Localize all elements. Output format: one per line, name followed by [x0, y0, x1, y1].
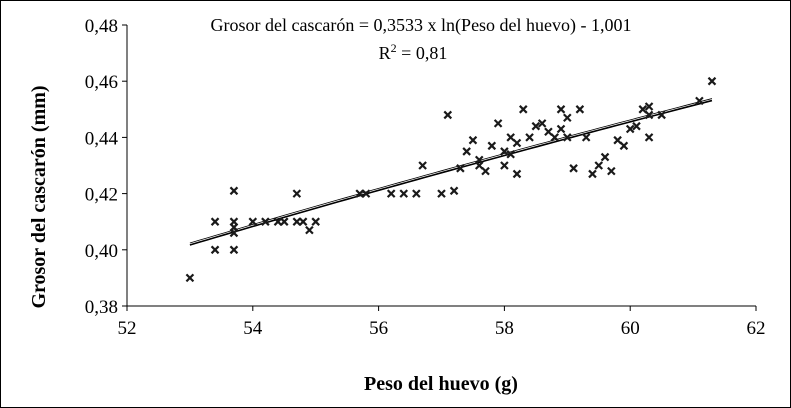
data-point: [512, 138, 522, 148]
data-point: [644, 133, 654, 142]
x-tick-label: 52: [118, 318, 137, 339]
x-axis-title: Peso del huevo (g): [364, 373, 518, 395]
data-point: [493, 119, 503, 128]
data-point: [248, 217, 258, 226]
data-point: [210, 217, 220, 226]
data-point: [537, 119, 547, 128]
data-point: [644, 102, 654, 111]
y-tick-label: 0,38: [85, 297, 118, 318]
data-point: [229, 186, 239, 196]
y-tick-label: 0,48: [85, 16, 118, 37]
x-tick-label: 54: [243, 318, 263, 339]
data-point: [531, 121, 541, 131]
axes: [122, 24, 757, 311]
data-point: [563, 133, 572, 142]
trendline-shadow: [189, 98, 713, 244]
data-point: [468, 135, 478, 145]
data-point: [481, 166, 490, 176]
data-point: [210, 245, 220, 255]
data-point: [594, 161, 604, 170]
data-point: [518, 105, 528, 114]
data-point: [462, 147, 471, 156]
x-tick-label: 60: [621, 318, 640, 339]
data-point: [613, 135, 622, 145]
data-point: [273, 217, 283, 226]
data-point: [563, 113, 572, 123]
data-point: [418, 161, 427, 170]
x-tick-label: 56: [369, 318, 388, 339]
data-point: [185, 273, 195, 283]
data-point: [355, 189, 365, 198]
data-points: [185, 76, 717, 283]
data-point: [443, 110, 453, 120]
x-tick-label: 62: [747, 318, 766, 339]
y-tick-label: 0,42: [85, 185, 118, 206]
data-point: [506, 149, 515, 159]
data-point: [386, 189, 396, 198]
data-point: [399, 189, 409, 198]
data-point: [229, 228, 239, 238]
data-point: [588, 169, 597, 179]
data-point: [437, 189, 446, 198]
data-point: [657, 110, 666, 120]
r-squared-value: = 0,81: [397, 43, 448, 63]
data-point: [229, 245, 239, 255]
data-point: [632, 121, 641, 131]
data-point: [292, 189, 302, 198]
data-point: [556, 124, 566, 134]
y-tick-label: 0,40: [85, 241, 118, 262]
data-point: [550, 133, 559, 142]
data-point: [292, 217, 302, 226]
r-squared-letter: R: [379, 43, 391, 63]
data-point: [544, 127, 553, 137]
data-point: [311, 217, 320, 226]
data-point: [512, 169, 522, 179]
data-point: [412, 189, 421, 198]
data-point: [298, 217, 308, 226]
x-tick-labels: 52 54 56 58 60 62: [118, 318, 766, 339]
data-point: [556, 105, 566, 114]
y-axis-title: Grosor del cascarón (mm): [28, 85, 50, 308]
data-point: [575, 105, 585, 114]
data-point: [305, 225, 314, 235]
data-point: [569, 164, 578, 173]
data-point: [474, 161, 484, 170]
data-point: [500, 161, 509, 170]
equation-annotation: Grosor del cascarón = 0,3533 x ln(Peso d…: [210, 15, 631, 36]
data-point: [625, 124, 635, 134]
data-point: [707, 76, 717, 86]
data-point: [506, 133, 515, 142]
data-point: [600, 152, 610, 162]
r-squared-annotation: R2 = 0,81: [379, 41, 448, 63]
data-point: [500, 147, 509, 156]
data-point: [638, 105, 648, 114]
data-point: [261, 217, 270, 226]
data-point: [644, 110, 654, 120]
data-point: [525, 133, 534, 142]
y-tick-label: 0,44: [85, 128, 119, 149]
data-point: [456, 164, 465, 173]
data-point: [361, 189, 371, 198]
data-point: [581, 133, 591, 142]
data-point: [487, 141, 497, 151]
data-point: [279, 217, 289, 226]
data-point: [695, 96, 704, 106]
y-tick-labels: 0,38 0,40 0,42 0,44 0,46 0,48: [85, 16, 119, 318]
data-point: [619, 141, 629, 151]
r-squared-superscript: 2: [391, 41, 397, 55]
y-tick-label: 0,46: [85, 72, 118, 93]
data-point: [449, 186, 459, 196]
data-point: [607, 166, 616, 176]
x-tick-label: 58: [495, 318, 514, 339]
